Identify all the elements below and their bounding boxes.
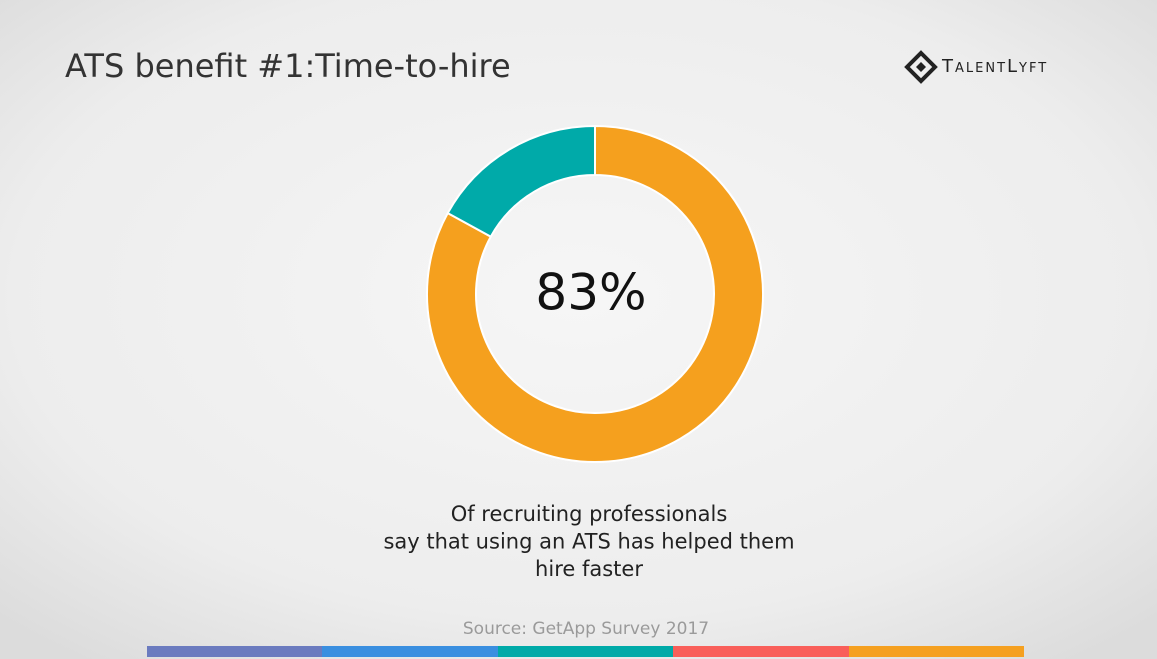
bar-segment <box>147 646 323 657</box>
caption-line: hire faster <box>535 557 643 581</box>
color-bar <box>147 646 1024 657</box>
donut-slice <box>426 124 764 463</box>
center-label: 83% <box>535 264 646 322</box>
bar-segment <box>849 646 1024 657</box>
caption-line: say that using an ATS has helped them <box>383 530 794 554</box>
bar-segment <box>673 646 850 657</box>
logo-icon-core <box>916 62 926 72</box>
donut-slice <box>446 124 596 239</box>
chart-title: ATS benefit #1:Time-to-hire <box>65 47 511 85</box>
donut <box>426 124 764 463</box>
source: Source: GetApp Survey 2017 <box>463 619 709 639</box>
logo: TalentLyft <box>904 50 1048 84</box>
logo-icon <box>904 50 938 84</box>
caption-line: Of recruiting professionals <box>451 502 728 526</box>
logo-text: TalentLyft <box>941 56 1048 77</box>
bar-segment <box>322 646 499 657</box>
caption: Of recruiting professionals say that usin… <box>383 502 794 581</box>
bar-segment <box>498 646 674 657</box>
